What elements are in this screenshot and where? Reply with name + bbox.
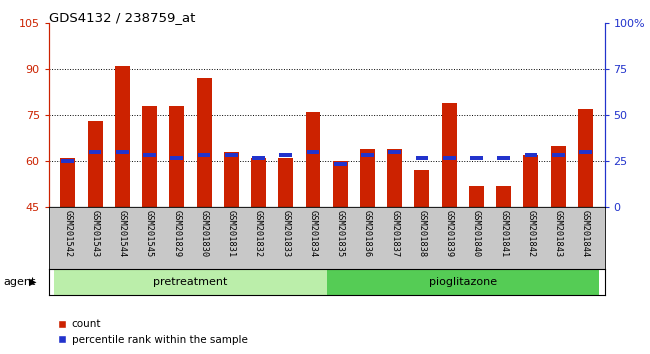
Bar <box>551 146 566 207</box>
Bar <box>115 66 130 207</box>
Text: GSM201829: GSM201829 <box>172 210 181 257</box>
Bar <box>62 159 74 163</box>
Text: GSM201544: GSM201544 <box>118 210 127 257</box>
Bar <box>252 156 265 160</box>
Bar <box>333 161 348 207</box>
Bar <box>306 112 320 207</box>
Bar <box>54 269 326 295</box>
Bar <box>326 269 599 295</box>
Bar <box>523 155 538 207</box>
Bar <box>307 150 319 154</box>
Bar <box>142 106 157 207</box>
Bar <box>88 121 103 207</box>
Text: GSM201545: GSM201545 <box>145 210 154 257</box>
Bar <box>469 185 484 207</box>
Bar <box>497 156 510 160</box>
Bar <box>388 150 401 154</box>
Bar <box>88 150 101 154</box>
Bar <box>442 103 457 207</box>
Text: GSM201830: GSM201830 <box>200 210 209 257</box>
Text: GSM201843: GSM201843 <box>554 210 563 257</box>
Text: pretreatment: pretreatment <box>153 277 228 287</box>
Text: GDS4132 / 238759_at: GDS4132 / 238759_at <box>49 11 195 24</box>
Bar <box>116 150 129 154</box>
Text: GSM201840: GSM201840 <box>472 210 481 257</box>
Bar <box>196 78 211 207</box>
Bar <box>578 109 593 207</box>
Text: GSM201834: GSM201834 <box>309 210 317 257</box>
Bar <box>169 106 185 207</box>
Text: GSM201542: GSM201542 <box>63 210 72 257</box>
Text: GSM201842: GSM201842 <box>526 210 536 257</box>
Legend: count, percentile rank within the sample: count, percentile rank within the sample <box>54 315 252 349</box>
Text: GSM201832: GSM201832 <box>254 210 263 257</box>
Text: GSM201838: GSM201838 <box>417 210 426 257</box>
Bar <box>415 156 428 160</box>
Bar <box>224 152 239 207</box>
Bar <box>278 158 293 207</box>
Text: GSM201844: GSM201844 <box>581 210 590 257</box>
Text: ▶: ▶ <box>29 277 36 287</box>
Bar <box>198 153 211 157</box>
Text: GSM201833: GSM201833 <box>281 210 291 257</box>
Bar <box>443 156 456 160</box>
Bar <box>170 156 183 160</box>
Bar <box>225 153 238 157</box>
Text: GSM201835: GSM201835 <box>336 210 344 257</box>
Text: pioglitazone: pioglitazone <box>429 277 497 287</box>
Text: GSM201837: GSM201837 <box>390 210 399 257</box>
Bar <box>415 170 430 207</box>
Text: GSM201841: GSM201841 <box>499 210 508 257</box>
Bar <box>60 158 75 207</box>
Bar <box>579 150 592 154</box>
Bar <box>470 156 483 160</box>
Bar <box>552 153 565 157</box>
Bar <box>143 153 156 157</box>
Bar <box>387 149 402 207</box>
Text: GSM201831: GSM201831 <box>227 210 236 257</box>
Text: GSM201839: GSM201839 <box>445 210 454 257</box>
Text: GSM201836: GSM201836 <box>363 210 372 257</box>
Bar <box>525 153 538 157</box>
Bar <box>251 158 266 207</box>
Bar <box>334 162 346 166</box>
Bar <box>360 149 375 207</box>
Bar <box>361 153 374 157</box>
Text: GSM201543: GSM201543 <box>90 210 99 257</box>
Text: agent: agent <box>3 277 36 287</box>
Bar <box>496 185 511 207</box>
Bar <box>280 153 292 157</box>
